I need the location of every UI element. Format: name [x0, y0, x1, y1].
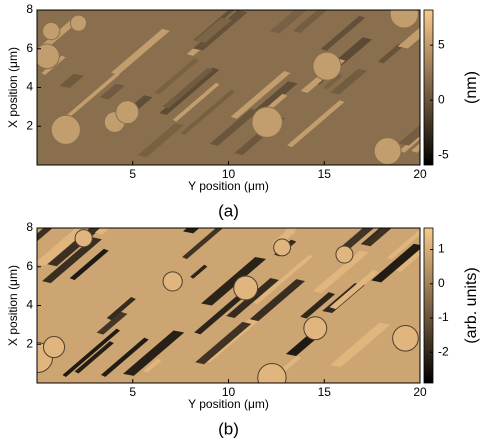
y-tick-label: 4 [26, 80, 33, 94]
figure: 51015202468Y position (μm)X position (μm… [0, 0, 488, 443]
panel-caption: (b) [218, 419, 239, 438]
y-axis-label: X position (μm) [6, 265, 20, 346]
y-tick-label: 4 [26, 298, 33, 312]
panel-caption: (a) [218, 201, 239, 220]
y-tick-label: 2 [26, 336, 33, 350]
colorbar-label: (arb. units) [463, 267, 480, 343]
y-tick-label: 8 [26, 2, 33, 16]
colorbar-tick-label: 1 [438, 242, 445, 256]
colorbar-tick-label: 0 [438, 92, 445, 106]
y-axis-label: X position (μm) [6, 47, 20, 128]
colorbar-label: (nm) [463, 71, 480, 104]
colorbar-tick-label: -1 [438, 310, 449, 324]
x-axis-label: Y position (μm) [188, 397, 269, 411]
colorbar [424, 10, 433, 165]
x-tick-label: 20 [413, 167, 427, 181]
y-tick-label: 6 [26, 41, 33, 55]
colorbar [424, 228, 433, 383]
x-tick-label: 15 [318, 167, 332, 181]
y-tick-label: 2 [26, 118, 33, 132]
x-axis-label: Y position (μm) [188, 179, 269, 193]
x-tick-label: 5 [129, 385, 136, 399]
colorbar-tick-label: -2 [438, 344, 449, 358]
colorbar-tick-label: -5 [438, 147, 449, 161]
colorbar-tick-label: 0 [438, 276, 445, 290]
x-tick-label: 20 [413, 385, 427, 399]
colorbar-tick-label: 5 [438, 37, 445, 51]
y-tick-label: 8 [26, 220, 33, 234]
x-tick-label: 5 [129, 167, 136, 181]
y-tick-label: 6 [26, 259, 33, 273]
heatmap-image [23, 189, 458, 392]
heatmap-image [7, 0, 488, 165]
x-tick-label: 15 [318, 385, 332, 399]
